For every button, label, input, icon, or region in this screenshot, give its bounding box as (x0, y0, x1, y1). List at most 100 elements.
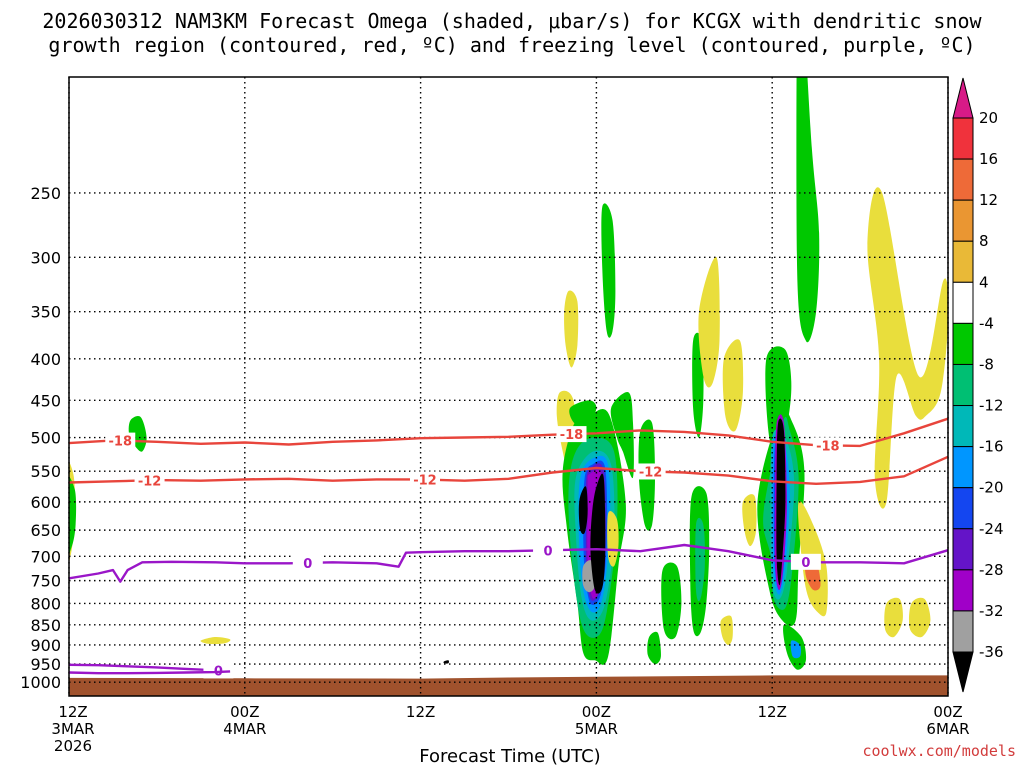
colorbar-bottom-arrow (952, 651, 974, 693)
y-tick-label: 250 (30, 184, 61, 203)
contour-label: -18 (109, 435, 133, 450)
chart-title-line-2: growth region (contoured, red, ºC) and f… (48, 33, 975, 57)
omega-region (607, 510, 619, 567)
plot-frame (68, 76, 949, 697)
terrain-fill (69, 675, 948, 696)
colorbar-label: -32 (979, 602, 1004, 620)
contour-label-bg (134, 472, 165, 489)
y-tick-label: 800 (30, 594, 61, 613)
colorbar-bin (952, 610, 974, 653)
colorbar-label: -36 (979, 643, 1004, 661)
omega-region (578, 486, 588, 535)
omega-region (610, 392, 634, 479)
contour-label: -18 (816, 439, 840, 454)
colorbar-bin (952, 487, 974, 530)
contour-label: -18 (560, 428, 584, 443)
colorbar-label: -28 (979, 561, 1004, 579)
omega-region (742, 494, 757, 547)
y-tick-label: 750 (30, 572, 61, 591)
contour-label-bg (105, 432, 136, 449)
colorbar-bin (952, 569, 974, 612)
colorbar-bin (952, 363, 974, 407)
omega-region (867, 187, 948, 509)
y-tick-label: 300 (30, 248, 61, 267)
credit-text: coolwx.com/models (862, 742, 1016, 760)
omega-region (908, 597, 931, 638)
x-tick-label: 5MAR (575, 720, 618, 738)
x-tick-label: 12Z (58, 703, 87, 721)
omega-region (790, 640, 802, 659)
colorbar-bin (952, 528, 974, 571)
colorbar-label: -4 (979, 314, 994, 332)
omega-region (796, 77, 820, 343)
x-tick-label: 00Z (582, 703, 611, 721)
axes: 2503003504004505005506006507007508008509… (20, 76, 970, 755)
omega-region (722, 339, 744, 432)
omega-shading (69, 77, 948, 670)
x-tick-label: 3MAR (51, 720, 94, 738)
omega-region (443, 660, 449, 664)
omega-region (69, 476, 77, 555)
contour-label-bg (409, 471, 440, 488)
colorbar-label: 12 (979, 191, 998, 209)
colorbar-bin (952, 446, 974, 489)
contour-line (69, 543, 948, 583)
omega-region (601, 203, 616, 338)
contour-label-bg (635, 463, 666, 480)
y-tick-label: 900 (30, 636, 61, 655)
y-tick-label: 950 (30, 655, 61, 674)
contour-label: 0 (544, 544, 553, 559)
x-tick-label: 00Z (230, 703, 259, 721)
contour-line (69, 417, 948, 448)
omega-region (200, 636, 231, 645)
y-tick-label: 1000 (20, 673, 61, 692)
omega-region (695, 517, 705, 602)
colorbar-label: 20 (979, 109, 998, 127)
contour-label-bg (203, 662, 234, 679)
y-tick-label: 550 (30, 462, 61, 481)
colorbar-top-arrow (952, 77, 974, 119)
chart-title-line-1: 2026030312 NAM3KM Forecast Omega (shaded… (42, 9, 982, 33)
x-axis-label: Forecast Time (UTC) (419, 746, 600, 767)
colorbar-bin (952, 405, 974, 448)
colorbar-label: -8 (979, 355, 994, 373)
y-tick-label: 700 (30, 547, 61, 566)
colorbar-bin (952, 240, 974, 283)
x-tick-label: 12Z (758, 703, 787, 721)
omega-region (776, 418, 786, 586)
contour-label: -12 (639, 465, 663, 480)
omega-region (590, 473, 606, 594)
x-tick-label: 6MAR (926, 720, 969, 738)
x-tick-label: 00Z (933, 703, 962, 721)
contour-line (69, 455, 948, 485)
y-tick-label: 600 (30, 493, 61, 512)
contour-label: 0 (303, 557, 312, 572)
contour-label-bg (533, 542, 564, 559)
omega-region (884, 597, 903, 638)
contour-label-bg (812, 437, 843, 454)
colorbar-label: 8 (979, 232, 989, 250)
contour-label: -12 (138, 474, 162, 489)
colorbar-label: -16 (979, 438, 1004, 456)
contour-label-bg (292, 554, 323, 571)
contour-label: -12 (413, 474, 437, 489)
colorbar: 20 16 12 8 4 -4 -8 -12 -16 -20 -24 -28 -32 -36 (952, 77, 1004, 693)
contour-label-bg (790, 553, 821, 570)
colorbar-bin (952, 199, 974, 242)
x-tick-label: 4MAR (223, 720, 266, 738)
y-tick-label: 500 (30, 429, 61, 448)
colorbar-bin (952, 281, 974, 324)
colorbar-bin (952, 117, 974, 160)
y-tick-label: 850 (30, 616, 61, 635)
x-tick-label: 2026 (54, 737, 92, 755)
contour-label: 0 (801, 556, 810, 571)
omega-region (720, 615, 733, 645)
omega-region (564, 290, 579, 368)
contour-label-bg (556, 426, 587, 443)
colorbar-bin (952, 322, 974, 365)
y-tick-label: 350 (30, 303, 61, 322)
terrain (69, 675, 948, 696)
y-tick-label: 650 (30, 521, 61, 540)
